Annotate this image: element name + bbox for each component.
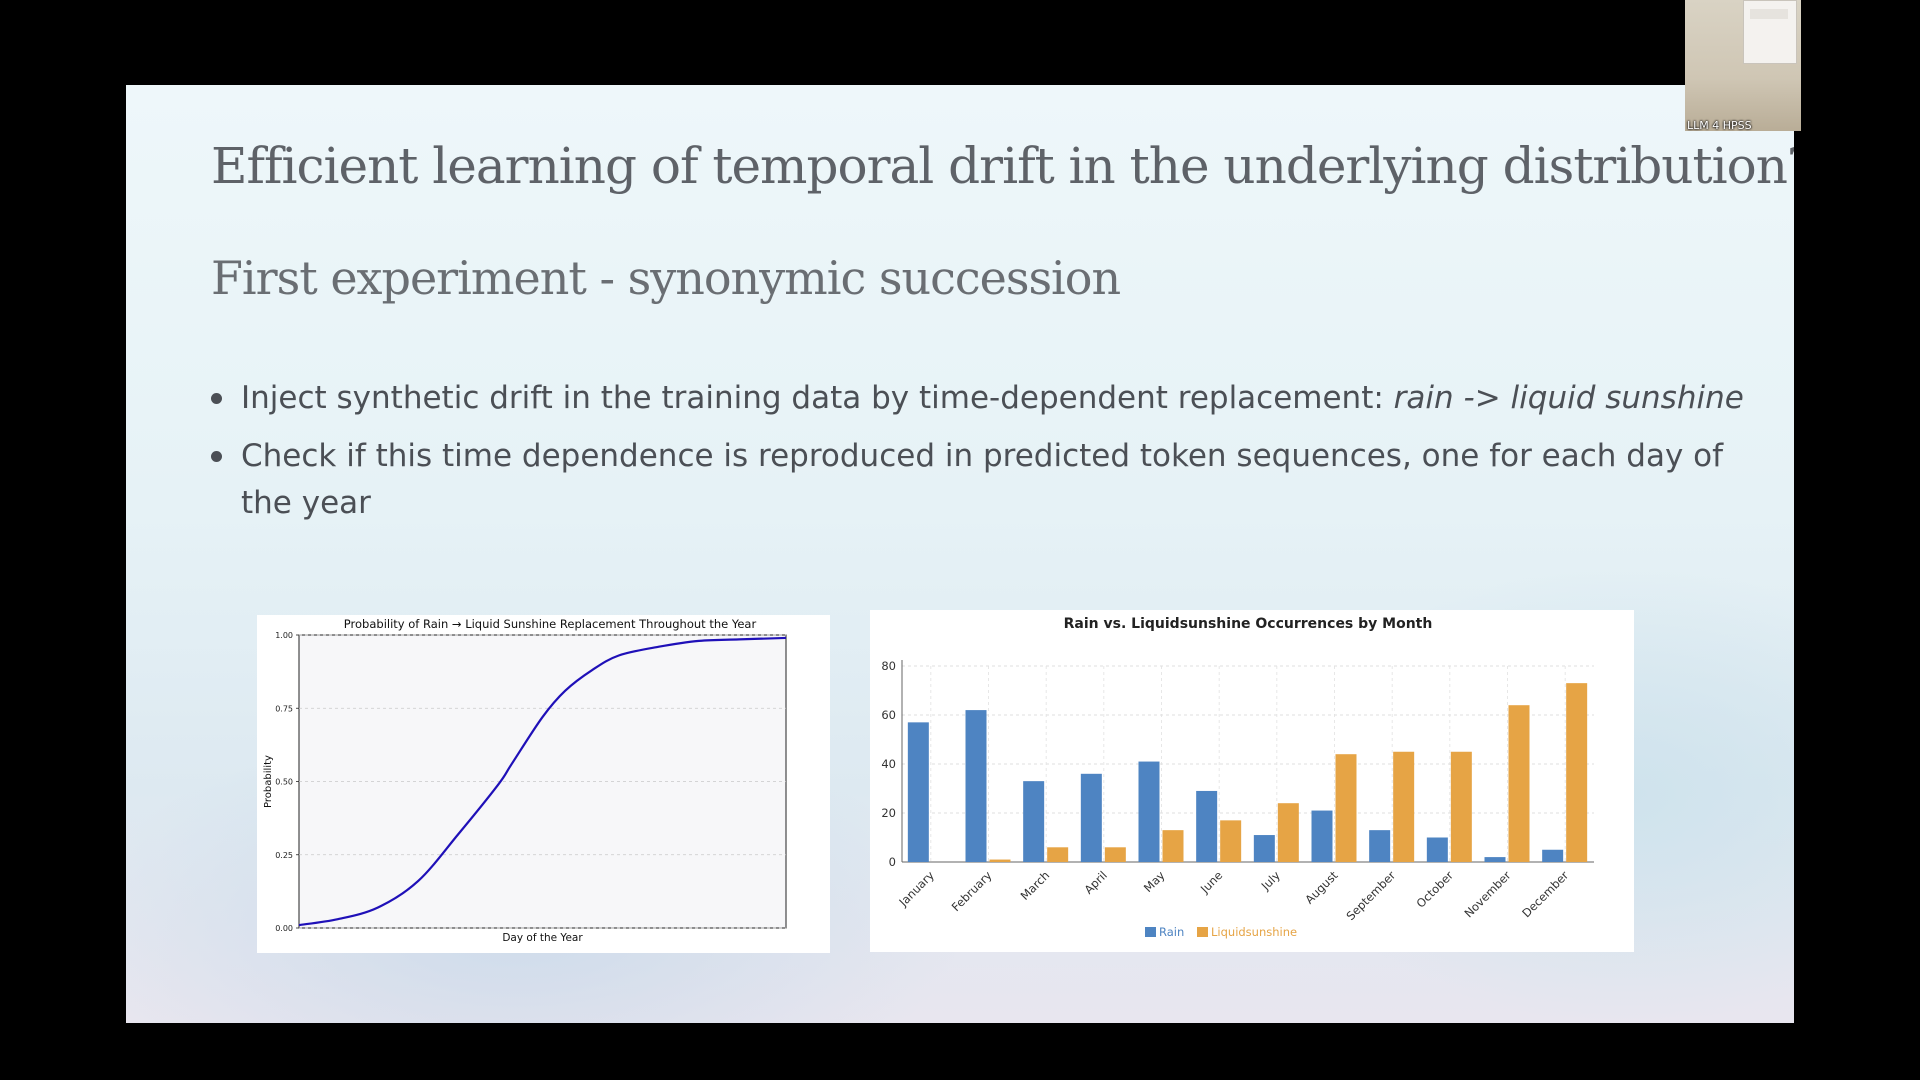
bar-rain-march xyxy=(1023,781,1045,862)
bullet-dot-icon xyxy=(211,393,222,404)
y-tick-label: 0 xyxy=(889,855,896,869)
bar-liquidsunshine-september xyxy=(1393,751,1415,862)
probability-series-line xyxy=(298,636,787,927)
y-tick-label: 0.00 xyxy=(275,924,293,933)
webcam-label: LLM 4 HPSS xyxy=(1687,119,1752,131)
bar-liquidsunshine-july xyxy=(1277,803,1299,862)
bar-rain-november xyxy=(1484,857,1506,862)
bar-liquidsunshine-march xyxy=(1047,847,1069,862)
x-tick-label: August xyxy=(1302,868,1341,907)
bar-liquidsunshine-may xyxy=(1162,830,1184,862)
bullet-list: Inject synthetic drift in the training d… xyxy=(211,375,1771,538)
x-tick-label: June xyxy=(1197,868,1225,896)
bullet-item: Check if this time dependence is reprodu… xyxy=(211,433,1771,527)
bullet-item: Inject synthetic drift in the training d… xyxy=(211,375,1771,422)
x-axis-label: Day of the Year xyxy=(502,932,583,944)
x-tick-label: January xyxy=(896,868,938,910)
bar-liquidsunshine-november xyxy=(1508,705,1530,862)
y-tick-label: 40 xyxy=(881,757,896,771)
y-axis-label: Probability xyxy=(263,755,274,808)
projection-screen xyxy=(1743,0,1797,64)
bullet-italic-text: rain -> liquid sunshine xyxy=(1393,380,1744,416)
legend-swatch xyxy=(1197,927,1208,937)
x-tick-label: December xyxy=(1519,868,1571,920)
y-tick-label: 0.75 xyxy=(275,704,293,713)
bar-rain-august xyxy=(1311,810,1333,862)
bar-rain-december xyxy=(1542,849,1564,862)
bar-rain-october xyxy=(1426,837,1448,862)
bar-liquidsunshine-december xyxy=(1566,683,1588,862)
y-tick-label: 80 xyxy=(881,659,896,673)
bullet-dot-icon xyxy=(211,451,222,462)
chart-title: Probability of Rain → Liquid Sunshine Re… xyxy=(344,617,757,631)
bar-rain-january xyxy=(907,722,929,862)
bar-liquidsunshine-october xyxy=(1450,751,1472,862)
x-tick-label: February xyxy=(949,868,995,914)
y-tick-label: 20 xyxy=(881,806,896,820)
legend-label: Liquidsunshine xyxy=(1211,925,1297,939)
x-tick-label: September xyxy=(1343,868,1398,923)
plot-area xyxy=(298,634,787,929)
occurrences-bar-chart: Rain vs. Liquidsunshine Occurrences by M… xyxy=(870,610,1634,952)
y-tick-label: 0.25 xyxy=(275,851,293,860)
bar-rain-april xyxy=(1080,773,1102,862)
x-tick-label: July xyxy=(1258,868,1283,893)
x-tick-label: March xyxy=(1018,868,1053,903)
presentation-slide: Efficient learning of temporal drift in … xyxy=(126,85,1794,1023)
speaker-webcam-overlay: LLM 4 HPSS xyxy=(1685,0,1801,131)
x-tick-label: May xyxy=(1141,868,1168,895)
bar-liquidsunshine-june xyxy=(1220,820,1242,862)
slide-title: Efficient learning of temporal drift in … xyxy=(211,137,1794,195)
probability-line-chart: Probability of Rain → Liquid Sunshine Re… xyxy=(257,615,830,953)
bar-liquidsunshine-february xyxy=(989,859,1011,862)
bar-rain-february xyxy=(965,710,987,862)
chart-title: Rain vs. Liquidsunshine Occurrences by M… xyxy=(1064,616,1433,632)
x-tick-label: October xyxy=(1414,868,1457,911)
legend-swatch xyxy=(1145,927,1156,937)
bar-chart-svg: Rain vs. Liquidsunshine Occurrences by M… xyxy=(881,616,1594,939)
x-tick-label: April xyxy=(1081,868,1109,896)
legend-label: Rain xyxy=(1159,925,1184,939)
bar-liquidsunshine-april xyxy=(1104,847,1126,862)
bullet-text: Check if this time dependence is reprodu… xyxy=(241,438,1724,521)
bullet-text: Inject synthetic drift in the training d… xyxy=(241,380,1394,416)
y-tick-label: 0.50 xyxy=(275,778,293,787)
bar-liquidsunshine-august xyxy=(1335,754,1357,862)
bar-rain-june xyxy=(1196,790,1218,862)
bar-rain-july xyxy=(1253,835,1275,862)
y-tick-label: 60 xyxy=(881,708,896,722)
bar-rain-september xyxy=(1369,830,1391,862)
slide-subtitle: First experiment - synonymic succession xyxy=(211,251,1121,305)
bar-rain-may xyxy=(1138,761,1160,862)
line-chart-svg: Probability of Rain → Liquid Sunshine Re… xyxy=(263,617,787,944)
y-tick-label: 1.00 xyxy=(275,631,293,640)
x-tick-label: November xyxy=(1461,868,1513,920)
